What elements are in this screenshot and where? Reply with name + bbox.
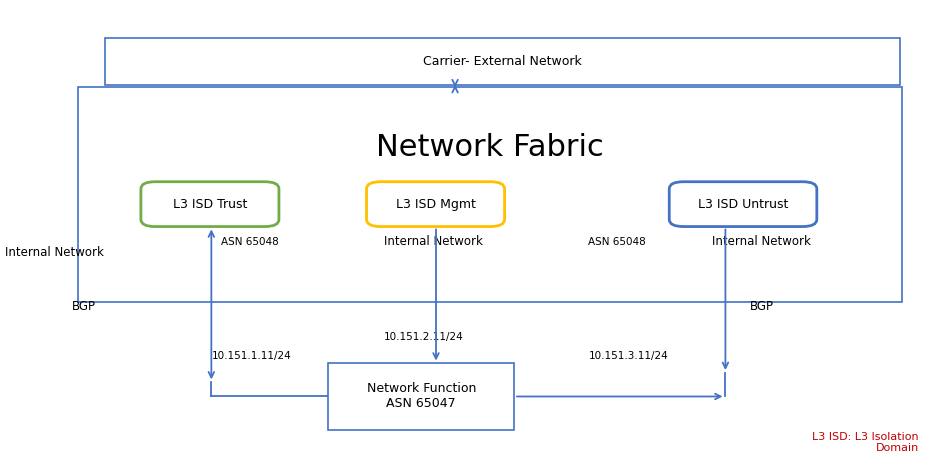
FancyBboxPatch shape [141,182,279,227]
Text: BGP: BGP [750,300,774,313]
Text: Network Fabric: Network Fabric [376,133,604,162]
Text: Internal Network: Internal Network [384,235,483,248]
Text: L3 ISD Mgmt: L3 ISD Mgmt [396,198,475,211]
Text: 10.151.1.11/24: 10.151.1.11/24 [211,351,291,362]
FancyBboxPatch shape [367,182,505,227]
Text: 10.151.3.11/24: 10.151.3.11/24 [588,351,668,362]
Text: ASN 65048: ASN 65048 [221,236,279,247]
Text: Internal Network: Internal Network [5,246,104,259]
FancyBboxPatch shape [328,363,514,430]
Text: 10.151.2.11/24: 10.151.2.11/24 [384,332,464,343]
Text: L3 ISD Untrust: L3 ISD Untrust [698,198,788,211]
Text: L3 ISD Trust: L3 ISD Trust [172,198,248,211]
Text: BGP: BGP [71,300,95,313]
Text: L3 ISD: L3 Isolation
Domain: L3 ISD: L3 Isolation Domain [812,431,919,453]
Text: Carrier- External Network: Carrier- External Network [423,55,582,68]
FancyBboxPatch shape [78,87,902,302]
FancyBboxPatch shape [105,38,900,85]
FancyBboxPatch shape [669,182,817,227]
Text: Network Function
ASN 65047: Network Function ASN 65047 [367,382,476,411]
Text: ASN 65048: ASN 65048 [588,236,646,247]
Text: Internal Network: Internal Network [712,235,811,248]
